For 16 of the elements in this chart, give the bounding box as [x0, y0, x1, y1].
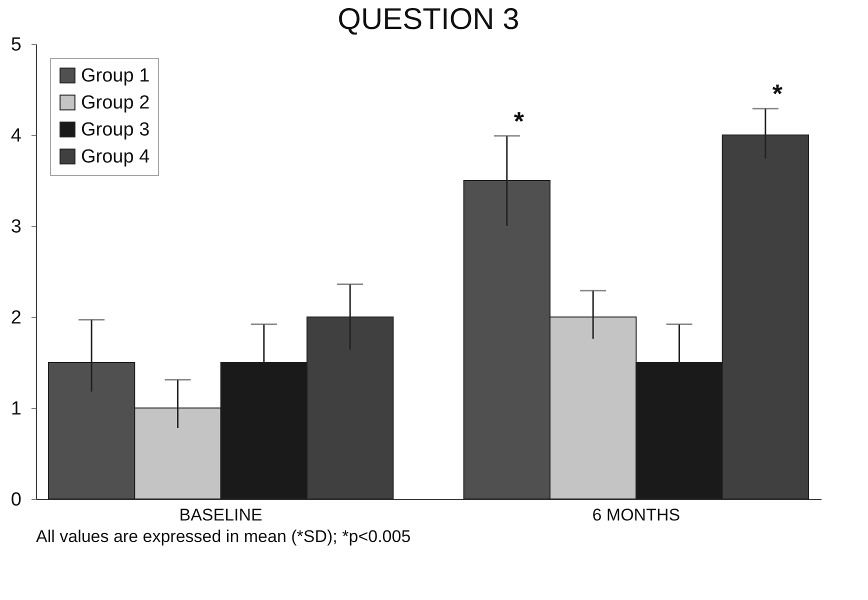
- y-tick-label: 1: [10, 398, 22, 420]
- chart-title: QUESTION 3: [338, 3, 520, 36]
- y-tick-label: 0: [10, 490, 22, 510]
- y-tick-label: 4: [10, 126, 22, 146]
- annotation: *: [772, 78, 784, 109]
- x-tick-label: 6 MONTHS: [592, 506, 680, 524]
- legend-label: Group 4: [81, 146, 150, 168]
- annotation: *: [514, 106, 525, 136]
- legend-label: Group 1: [81, 66, 150, 86]
- y-tick-label: 5: [10, 34, 22, 56]
- y-tick-label: 2: [10, 308, 22, 328]
- legend-label: Group 3: [81, 120, 150, 140]
- x-tick-label: BASELINE: [179, 506, 262, 524]
- legend-label: Group 2: [81, 92, 150, 114]
- y-tick-label: 3: [10, 216, 22, 238]
- text: All values are expressed in mean (*SD); *p<0.005: [36, 527, 412, 547]
